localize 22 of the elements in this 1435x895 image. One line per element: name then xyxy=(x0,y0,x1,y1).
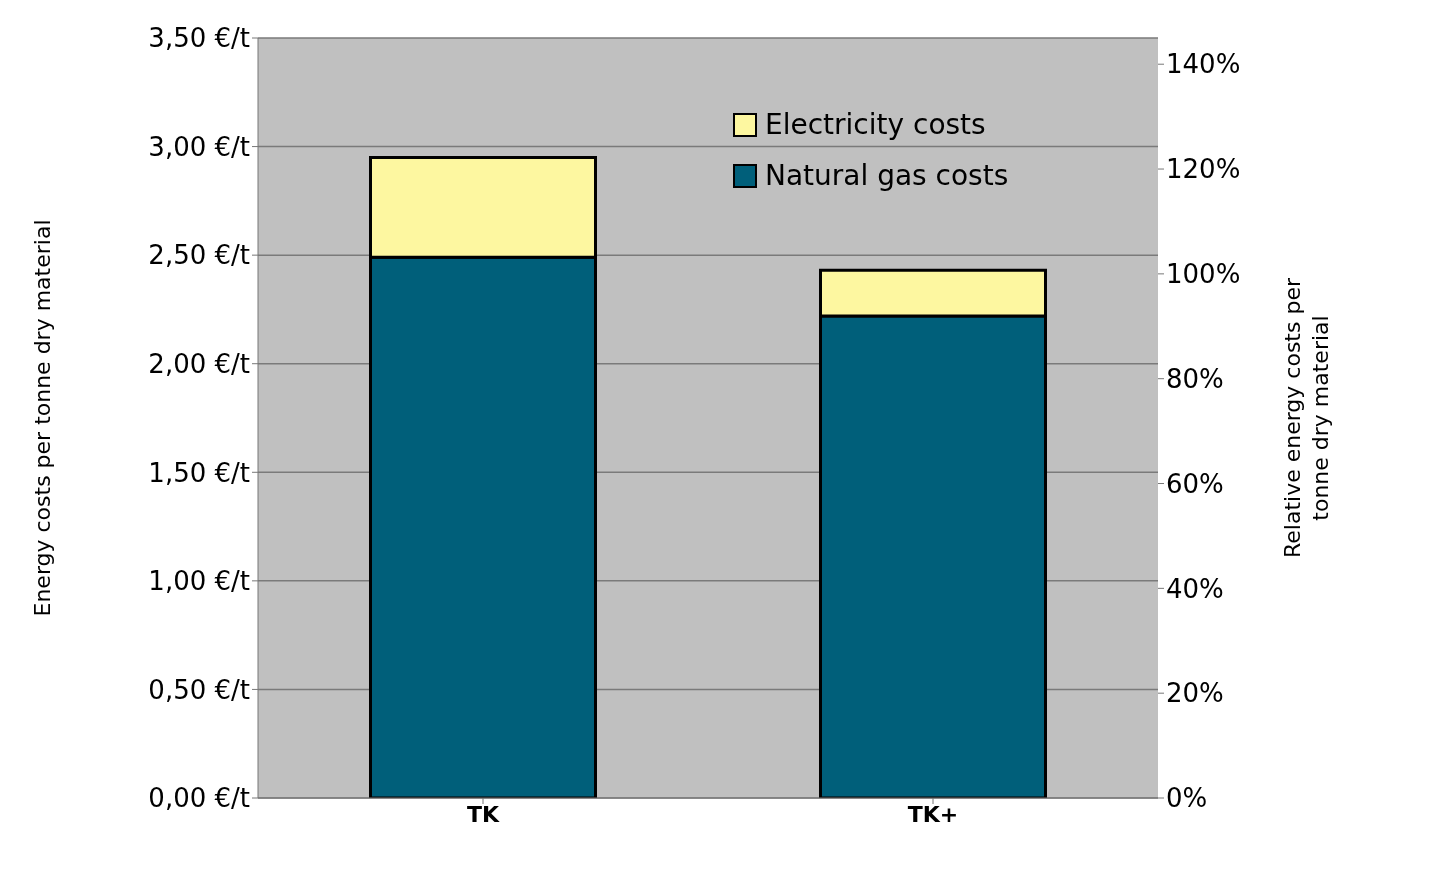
legend-label: Electricity costs xyxy=(764,108,987,141)
y-axis-title: Energy costs per tonne dry material xyxy=(30,219,55,617)
x-tick-label: TK xyxy=(466,801,500,827)
y2-tick-label: 100% xyxy=(1166,259,1241,290)
y-tick-label: 1,50 €/t xyxy=(148,457,250,488)
y2-axis-title: Relative energy costs per tonne dry material xyxy=(1280,277,1333,559)
y2-tick-label: 0% xyxy=(1166,783,1208,814)
y-tick-label: 3,50 €/t xyxy=(148,23,250,54)
y2-tick-label: 20% xyxy=(1166,678,1224,709)
y2-tick-label: 40% xyxy=(1166,573,1224,604)
y-tick-label: 1,00 €/t xyxy=(148,566,250,597)
x-tick-label: TK+ xyxy=(907,801,959,827)
y2-tick-label: 60% xyxy=(1166,468,1224,499)
y-tick-label: 3,00 €/t xyxy=(148,131,250,162)
y2-tick-label: 120% xyxy=(1166,154,1241,185)
y-tick-label: 0,50 €/t xyxy=(148,674,250,705)
y-tick-label: 2,00 €/t xyxy=(148,348,250,379)
legend-label: Natural gas costs xyxy=(764,159,1010,192)
y2-tick-label: 80% xyxy=(1166,363,1224,394)
y2-tick-label: 140% xyxy=(1166,49,1241,80)
y-tick-label: 2,50 €/t xyxy=(148,240,250,271)
y-tick-label: 0,00 €/t xyxy=(148,783,250,814)
